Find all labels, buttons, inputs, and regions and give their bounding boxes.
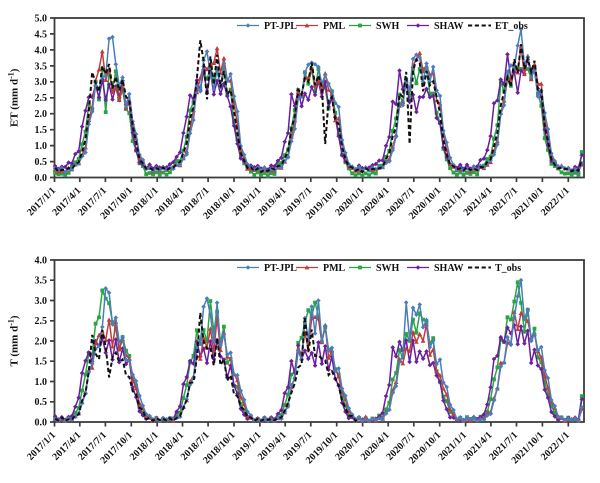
svg-text:T (mm d-1): T (mm d-1) <box>7 315 21 366</box>
svg-text:PML: PML <box>323 21 346 32</box>
svg-text:SHAW: SHAW <box>434 21 463 32</box>
svg-text:0.0: 0.0 <box>35 173 48 184</box>
svg-text:PML: PML <box>323 263 346 274</box>
svg-text:PT-JPL: PT-JPL <box>264 263 297 274</box>
svg-text:0.5: 0.5 <box>35 157 48 168</box>
svg-text:0.5: 0.5 <box>35 397 48 408</box>
svg-text:1.5: 1.5 <box>35 125 48 136</box>
svg-text:0.0: 0.0 <box>35 417 48 428</box>
svg-text:PT-JPL: PT-JPL <box>264 21 297 32</box>
svg-text:T_obs: T_obs <box>495 263 521 274</box>
svg-text:3.0: 3.0 <box>35 296 48 307</box>
svg-text:4.0: 4.0 <box>35 45 48 56</box>
svg-text:4.5: 4.5 <box>35 29 48 40</box>
svg-text:1.0: 1.0 <box>35 377 48 388</box>
svg-text:2.0: 2.0 <box>35 109 48 120</box>
svg-text:3.5: 3.5 <box>35 276 48 287</box>
svg-text:4.0: 4.0 <box>35 255 48 266</box>
svg-text:SHAW: SHAW <box>434 263 463 274</box>
svg-text:3.0: 3.0 <box>35 77 48 88</box>
svg-text:SWH: SWH <box>376 21 400 32</box>
svg-text:2.5: 2.5 <box>35 316 48 327</box>
svg-text:1.5: 1.5 <box>35 357 48 368</box>
svg-text:2.0: 2.0 <box>35 336 48 347</box>
svg-text:ET_obs: ET_obs <box>495 21 528 32</box>
svg-text:ET (mm d-1): ET (mm d-1) <box>7 68 21 127</box>
svg-text:SWH: SWH <box>376 263 400 274</box>
svg-text:3.5: 3.5 <box>35 61 48 72</box>
svg-text:2.5: 2.5 <box>35 93 48 104</box>
svg-text:5.0: 5.0 <box>35 13 48 24</box>
svg-text:1.0: 1.0 <box>35 141 48 152</box>
